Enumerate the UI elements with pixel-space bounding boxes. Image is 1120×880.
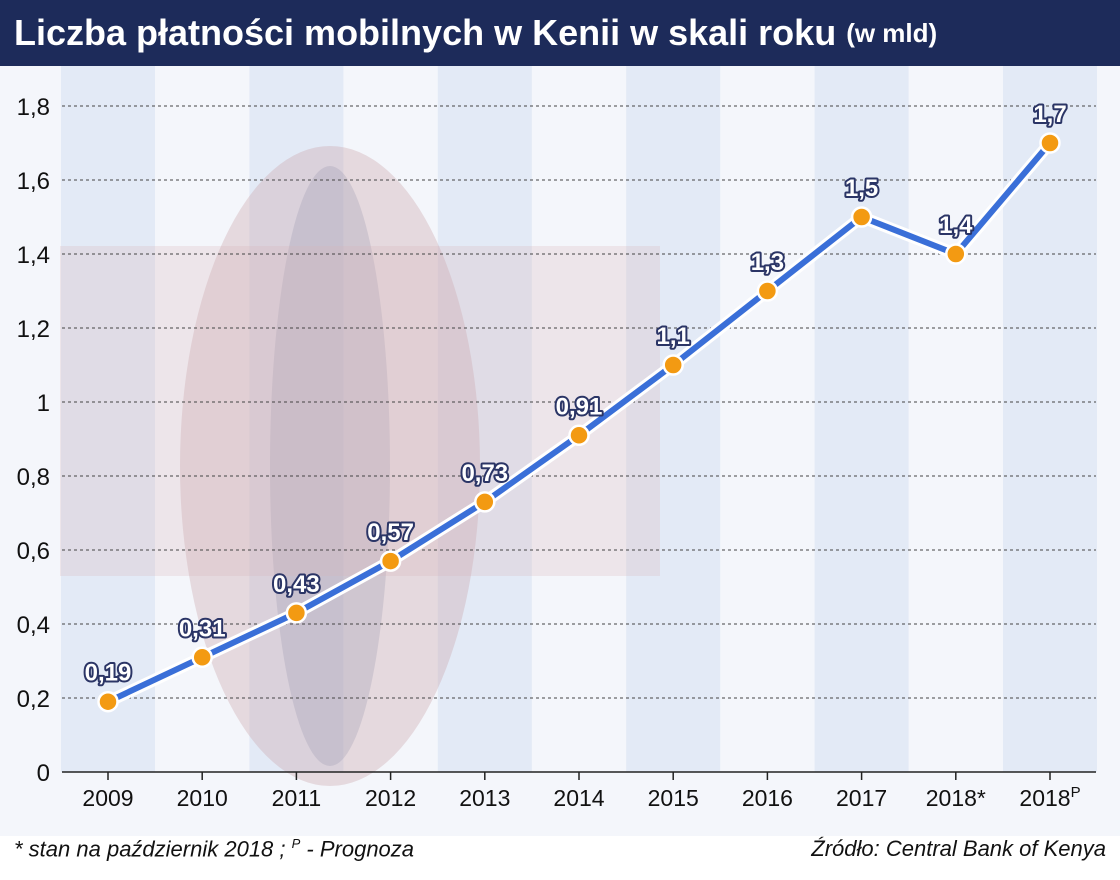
data-point xyxy=(191,646,213,669)
x-tick-label: 2012 xyxy=(365,785,416,811)
data-label: 1,5 xyxy=(845,175,878,202)
data-label: 0,43 xyxy=(273,571,320,598)
chart-unit: (w mld) xyxy=(846,17,938,48)
data-label: 0,91 xyxy=(556,393,603,420)
y-tick-label: 0 xyxy=(37,760,50,787)
data-label: 0,19 xyxy=(85,660,132,687)
column-band xyxy=(1003,66,1097,772)
data-label: 1,4 xyxy=(939,212,973,239)
y-tick-label: 1,8 xyxy=(17,94,50,121)
data-point xyxy=(474,491,496,513)
y-tick-label: 0,2 xyxy=(17,686,50,713)
y-tick-label: 1 xyxy=(37,390,50,417)
data-label: 1,1 xyxy=(657,323,690,350)
chart-area: 0 0,2 0,4 0,6 0,8 1 1,2 1,4 1,6 1,8 2009 2010 2011 20… xyxy=(0,66,1120,836)
column-band xyxy=(61,66,155,772)
source-note: Źródło: Central Bank of Kenya xyxy=(811,836,1106,861)
x-tick-label: 2018P xyxy=(1019,784,1080,811)
y-tick-label: 0,4 xyxy=(17,612,50,639)
x-tick-label: 2015 xyxy=(648,785,699,811)
data-label: 0,57 xyxy=(367,519,414,546)
footnote: * stan na październik 2018 ; P - Prognoz… xyxy=(14,836,414,862)
y-tick-label: 1,4 xyxy=(17,242,50,269)
x-tick-label: 2011 xyxy=(272,785,321,811)
column-band xyxy=(814,66,909,772)
y-tick-label: 1,2 xyxy=(17,316,50,343)
x-tick-label: 2017 xyxy=(836,785,887,811)
chart-title: Liczba płatności mobilnych w Kenii w ska… xyxy=(14,12,837,53)
data-label: 0,73 xyxy=(461,460,508,487)
data-point xyxy=(97,690,119,713)
x-tick-label: 2018* xyxy=(926,785,986,811)
data-point xyxy=(850,206,873,228)
data-point xyxy=(568,424,590,447)
column-band xyxy=(626,66,721,772)
data-point xyxy=(379,550,402,572)
data-label: 0,31 xyxy=(179,615,226,642)
column-band xyxy=(249,66,344,772)
x-tick-label: 2009 xyxy=(82,785,133,811)
data-label: 1,7 xyxy=(1033,101,1066,128)
x-tick-label-sup: P xyxy=(1071,784,1081,801)
data-label: 1,3 xyxy=(751,249,784,276)
data-point xyxy=(1039,132,1061,154)
data-point xyxy=(662,354,684,376)
data-point xyxy=(945,243,967,265)
footnote-sup: P xyxy=(291,836,301,851)
data-point xyxy=(285,602,308,624)
data-point xyxy=(756,280,779,302)
y-tick-label: 0,6 xyxy=(17,538,50,565)
title-bar: Liczba płatności mobilnych w Kenii w ska… xyxy=(0,0,1120,66)
x-tick-label: 2016 xyxy=(742,785,793,811)
x-tick-label: 2014 xyxy=(553,785,604,811)
y-tick-label: 1,6 xyxy=(17,168,50,195)
x-tick-label: 2013 xyxy=(459,785,510,811)
column-band xyxy=(437,66,532,772)
y-tick-label: 0,8 xyxy=(17,464,50,491)
footnote-suffix: - Prognoza xyxy=(300,836,415,862)
flag-stripe-decoration xyxy=(60,246,660,576)
x-tick-label: 2010 xyxy=(177,785,228,811)
footnote-prefix: * stan na październik 2018 ; xyxy=(14,836,292,862)
